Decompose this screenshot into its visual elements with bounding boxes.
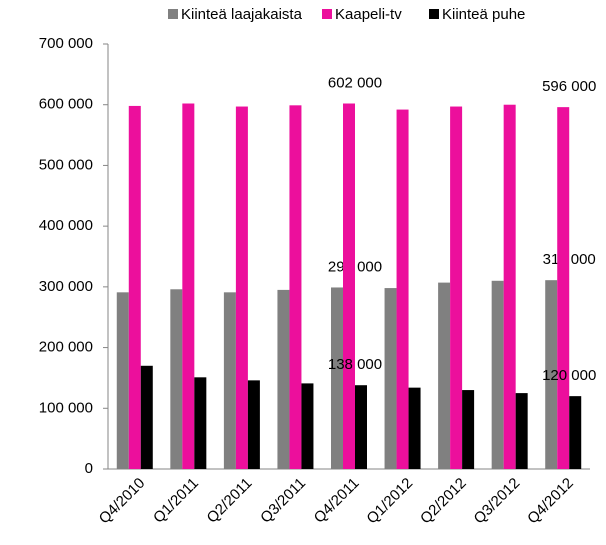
y-tick-label: 300 000 bbox=[39, 278, 93, 295]
bar bbox=[491, 280, 504, 469]
data-label: 138 000 bbox=[328, 356, 382, 373]
bar bbox=[515, 393, 528, 469]
y-tick-label: 200 000 bbox=[39, 339, 93, 356]
y-tick-label: 700 000 bbox=[39, 35, 93, 52]
y-tick-label: 500 000 bbox=[39, 156, 93, 173]
x-tick-label: Q4/2012 bbox=[524, 475, 577, 528]
x-tick-label: Q1/2012 bbox=[363, 475, 416, 528]
legend-swatch bbox=[429, 9, 439, 19]
bar bbox=[235, 106, 248, 470]
x-tick-label: Q4/2010 bbox=[96, 475, 149, 528]
bar bbox=[462, 390, 475, 469]
x-tick-label: Q4/2011 bbox=[311, 475, 363, 527]
bar bbox=[194, 377, 207, 469]
x-tick-label: Q2/2011 bbox=[204, 475, 256, 527]
x-tick-label: Q3/2011 bbox=[257, 475, 309, 527]
x-tick-label: Q3/2012 bbox=[471, 475, 524, 528]
bar bbox=[384, 288, 397, 469]
legend-swatch bbox=[168, 9, 178, 19]
bar bbox=[545, 280, 558, 469]
y-tick-label: 400 000 bbox=[39, 217, 93, 234]
bar bbox=[223, 292, 236, 469]
legend-label: Kiinteä puhe bbox=[442, 6, 525, 23]
y-tick-label: 100 000 bbox=[39, 399, 93, 416]
bar bbox=[569, 396, 582, 469]
bar bbox=[247, 380, 260, 469]
bar bbox=[116, 292, 129, 469]
x-tick-label: Q1/2011 bbox=[150, 475, 202, 527]
bar bbox=[503, 104, 516, 469]
bar bbox=[343, 103, 355, 469]
data-label: 602 000 bbox=[328, 74, 382, 91]
bar bbox=[128, 105, 141, 469]
bar bbox=[355, 385, 367, 469]
y-tick-label: 0 bbox=[85, 460, 93, 477]
bar bbox=[450, 106, 463, 470]
bar bbox=[557, 107, 570, 470]
bar bbox=[289, 105, 302, 470]
data-label: 596 000 bbox=[542, 78, 596, 95]
bar bbox=[396, 109, 409, 470]
bar bbox=[170, 289, 183, 469]
bar bbox=[438, 282, 451, 469]
x-tick-label: Q2/2012 bbox=[417, 475, 470, 528]
bar bbox=[140, 365, 153, 469]
legend-label: Kaapeli-tv bbox=[335, 6, 402, 23]
y-tick-label: 600 000 bbox=[39, 96, 93, 113]
bar bbox=[301, 383, 314, 469]
legend-label: Kiinteä laajakaista bbox=[181, 6, 303, 23]
legend-swatch bbox=[322, 9, 332, 19]
data-label: 120 000 bbox=[542, 367, 596, 384]
bar bbox=[331, 287, 343, 469]
bar bbox=[277, 289, 290, 469]
bar bbox=[408, 387, 421, 469]
bar bbox=[182, 103, 195, 469]
